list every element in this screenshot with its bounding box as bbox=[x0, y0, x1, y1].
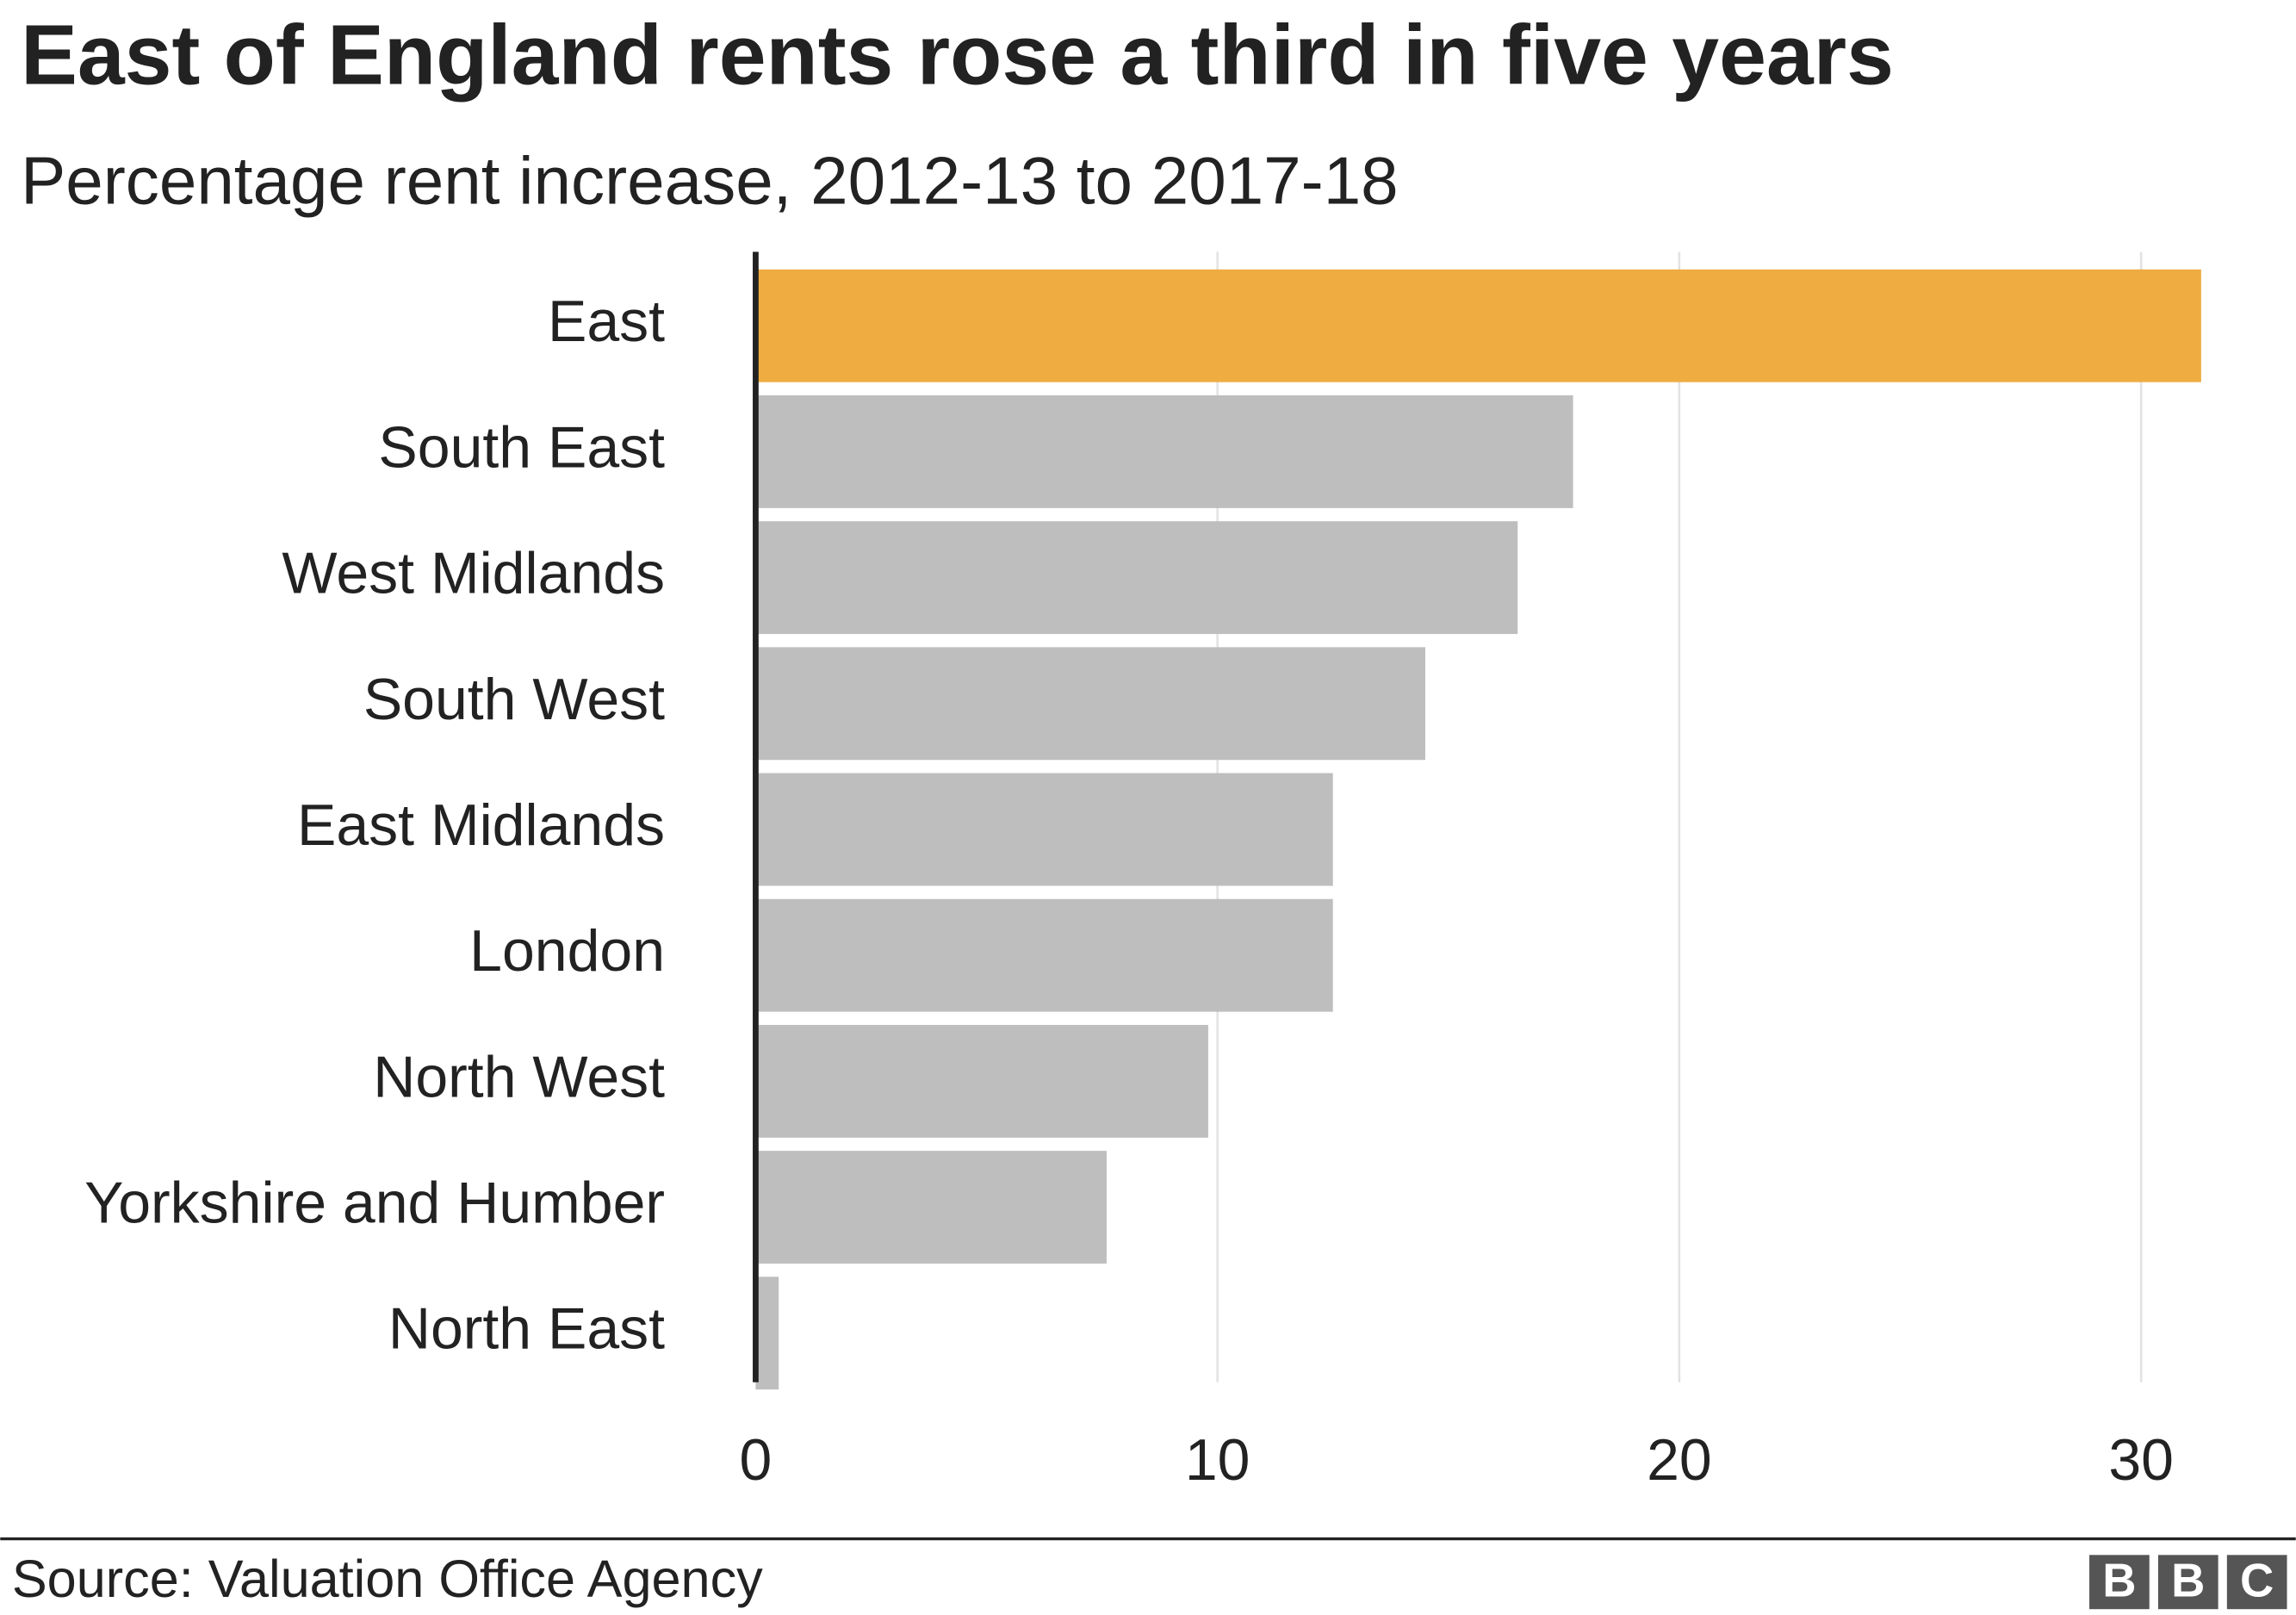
logo-letter: B bbox=[2102, 1555, 2136, 1607]
y-tick-label: London bbox=[469, 918, 665, 984]
chart-subtitle: Percentage rent increase, 2012-13 to 201… bbox=[21, 143, 1399, 219]
logo-box bbox=[2089, 1555, 2150, 1610]
bar bbox=[755, 773, 1333, 886]
y-tick-label: South East bbox=[378, 414, 665, 480]
bar bbox=[755, 647, 1425, 761]
logo-box bbox=[2157, 1555, 2218, 1610]
x-tick-label: 0 bbox=[740, 1427, 773, 1493]
bar bbox=[755, 1151, 1107, 1264]
chart-title: East of England rents rose a third in fi… bbox=[21, 7, 1894, 102]
y-tick-label: West Midlands bbox=[282, 541, 665, 606]
y-tick-label: East bbox=[548, 289, 665, 354]
x-tick-label: 30 bbox=[2108, 1427, 2174, 1493]
bar bbox=[755, 1024, 1208, 1138]
bar bbox=[755, 394, 1573, 508]
source: Source: Valuation Office Agency bbox=[12, 1550, 763, 1608]
y-tick-label: South West bbox=[363, 667, 665, 732]
bar bbox=[755, 1276, 779, 1390]
bar bbox=[755, 898, 1333, 1012]
y-tick-label: East Midlands bbox=[297, 792, 665, 858]
bar bbox=[755, 521, 1518, 635]
logo-letter: C bbox=[2240, 1555, 2274, 1607]
x-tick-label: 20 bbox=[1647, 1427, 1712, 1493]
logo-letter: B bbox=[2171, 1555, 2205, 1607]
logo-box bbox=[2226, 1555, 2287, 1610]
bar bbox=[755, 269, 2201, 382]
y-tick-label: North East bbox=[388, 1296, 665, 1362]
x-tick-label: 10 bbox=[1185, 1427, 1250, 1493]
y-tick-label: Yorkshire and Humber bbox=[84, 1171, 665, 1236]
y-tick-label: North West bbox=[373, 1044, 665, 1109]
